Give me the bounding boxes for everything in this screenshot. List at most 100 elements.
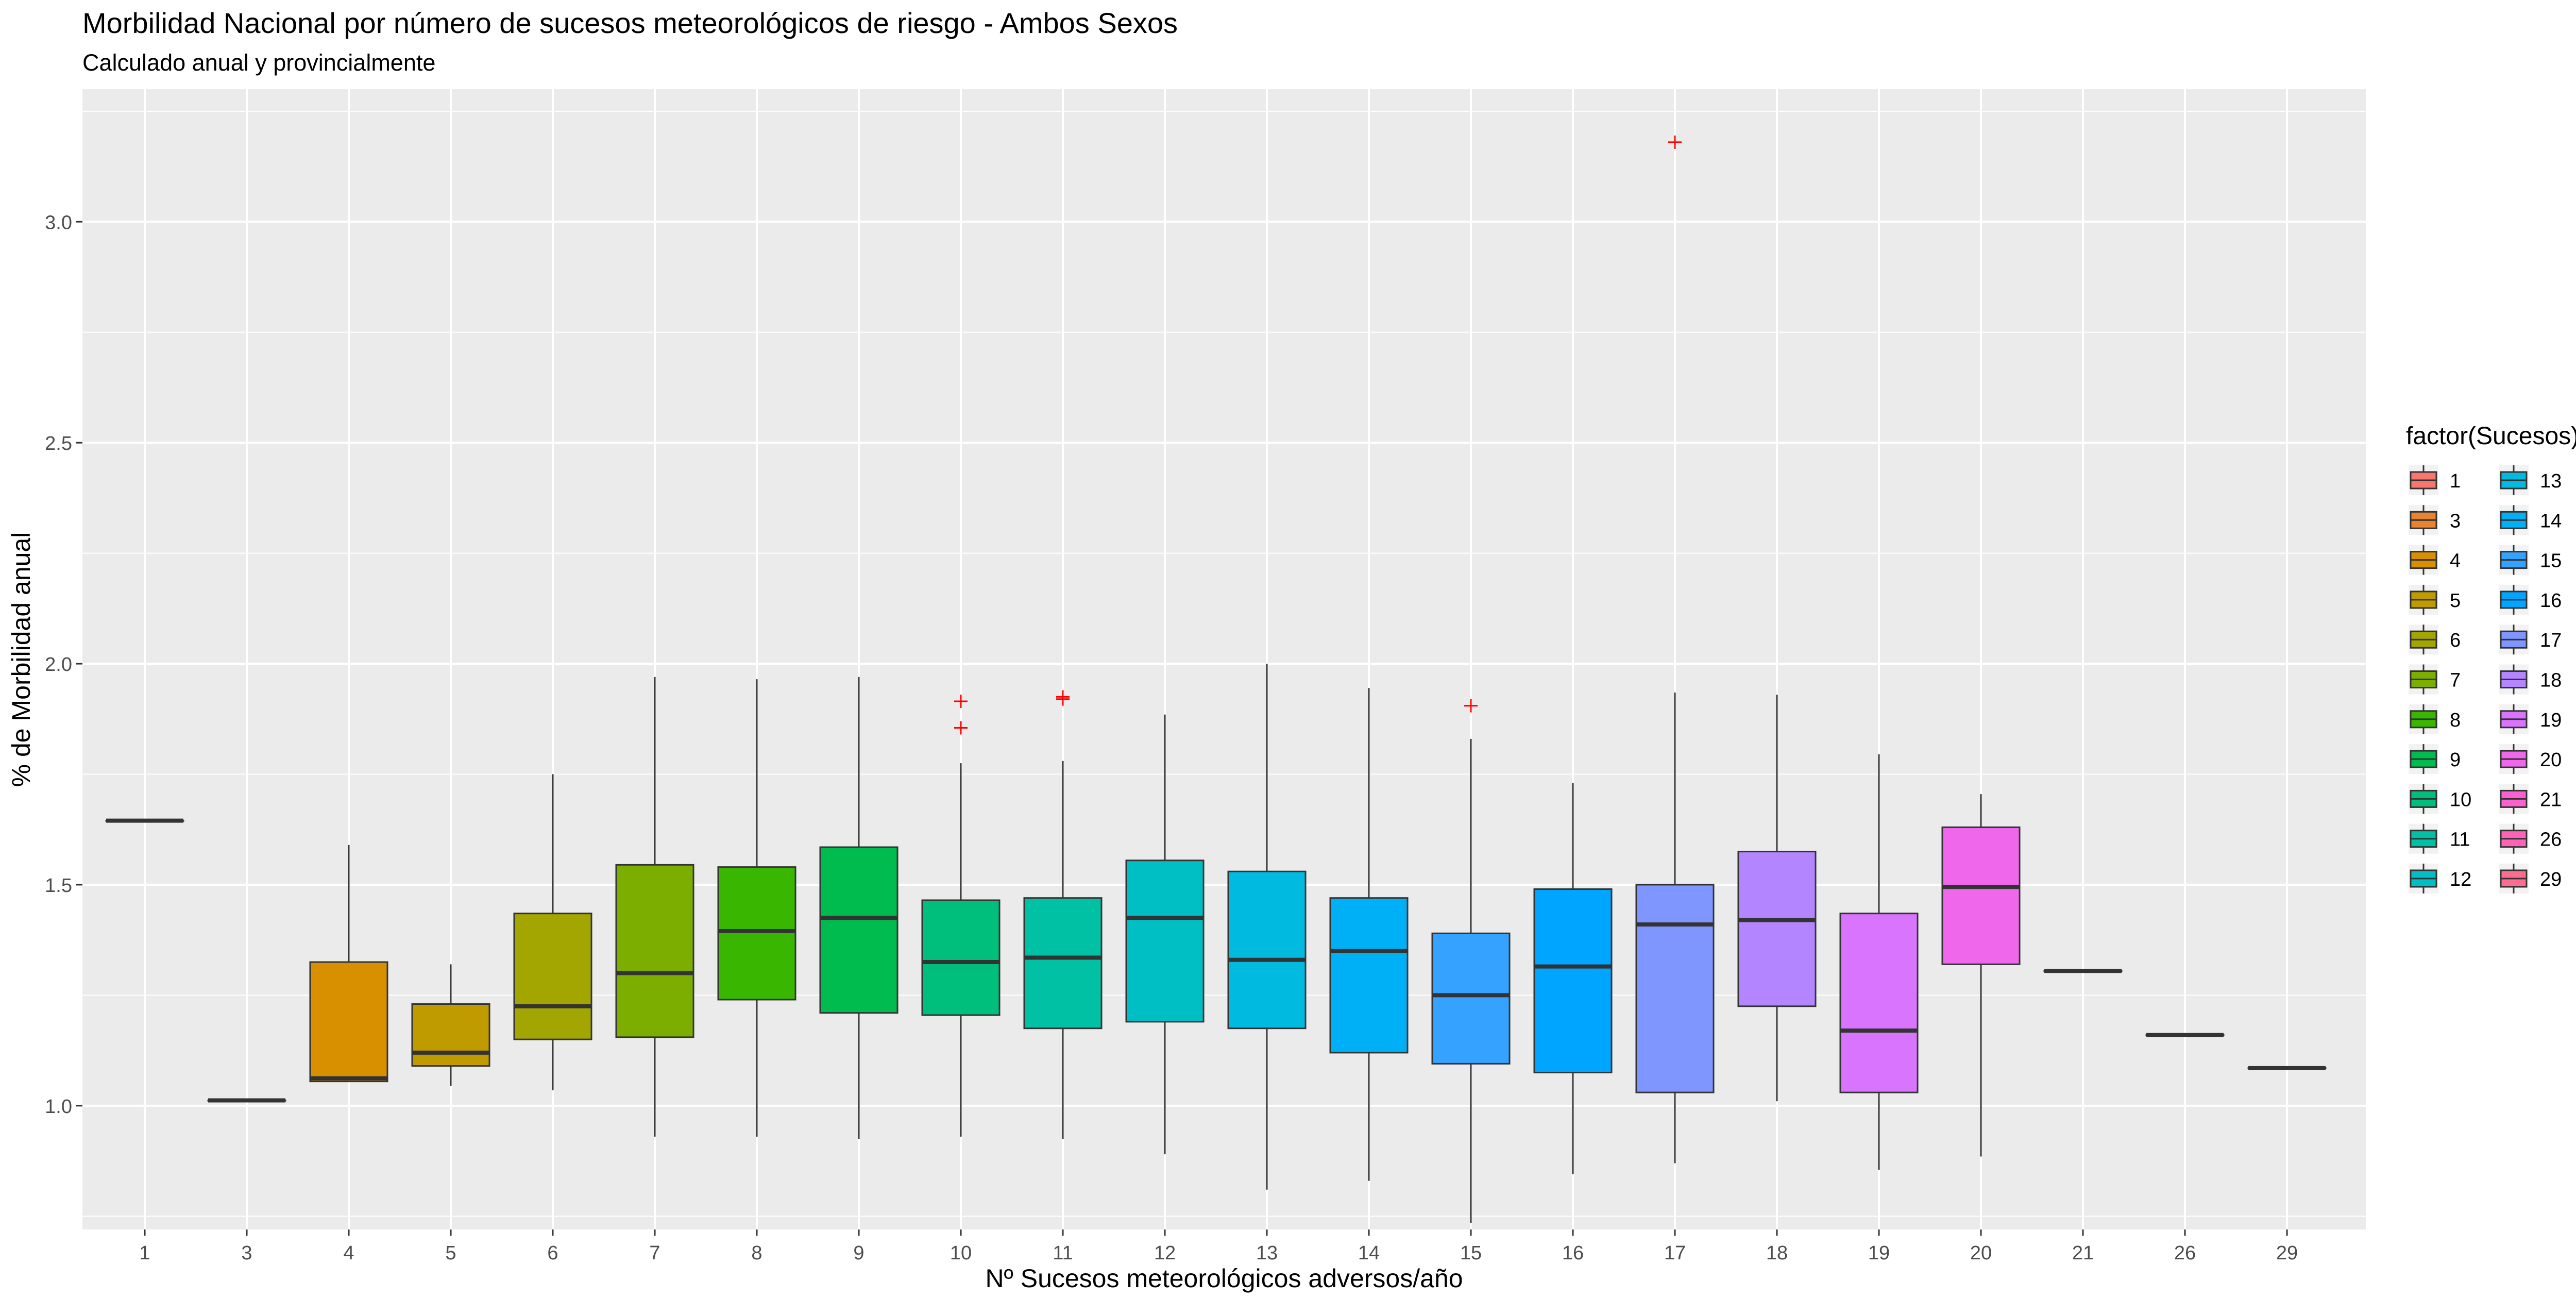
box-19	[1839, 754, 1919, 1170]
box-rect	[1635, 884, 1715, 1093]
box-6	[513, 774, 592, 1090]
box-7	[615, 677, 694, 1137]
legend-label: 10	[2450, 789, 2471, 811]
legend-item-17: 17	[2499, 625, 2562, 655]
box-rect	[1329, 897, 1409, 1054]
box-13	[1227, 664, 1307, 1190]
x-tick-label: 19	[1868, 1242, 1890, 1264]
y-tick-label: 1.5	[45, 875, 72, 897]
box-8	[717, 679, 796, 1137]
legend-label: 19	[2540, 710, 2562, 731]
outlier-point	[1668, 135, 1682, 149]
x-tick-label: 18	[1766, 1242, 1788, 1264]
x-axis-ticks: 1 3 4 5 6 7 8 9 10 11 12 13 14 15 16 17 18 19 20 21 26 29	[139, 1229, 2298, 1264]
box-rect	[1125, 859, 1205, 1023]
box-26	[2145, 1033, 2225, 1037]
box-rect	[1227, 870, 1307, 1030]
outlier-point	[954, 721, 968, 735]
legend-label: 17	[2540, 630, 2562, 651]
x-tick-label: 10	[950, 1242, 972, 1264]
outlier-point	[1464, 699, 1478, 713]
legend-label: 6	[2450, 630, 2461, 651]
box-rect	[1023, 897, 1103, 1030]
legend-item-7: 7	[2409, 664, 2461, 695]
legend-title: factor(Sucesos)	[2406, 423, 2576, 450]
legend-label: 26	[2540, 829, 2562, 851]
box-rect	[1533, 888, 1613, 1073]
box-29	[2247, 1066, 2327, 1070]
legend-label: 12	[2450, 869, 2471, 890]
y-tick-label: 3.0	[45, 212, 72, 233]
legend-item-5: 5	[2409, 584, 2461, 615]
outlier-point	[1056, 692, 1070, 706]
legend-item-12: 12	[2409, 864, 2471, 894]
y-tick-label: 2.0	[45, 654, 72, 676]
box-11	[1023, 690, 1103, 1139]
x-tick-label: 13	[1256, 1242, 1278, 1264]
x-tick-label: 16	[1562, 1242, 1584, 1264]
y-axis-label: % de Morbilidad anual	[7, 532, 36, 787]
box-rect	[615, 864, 694, 1038]
legend-label: 21	[2540, 789, 2562, 811]
legend-item-4: 4	[2409, 545, 2461, 575]
x-tick-label: 12	[1154, 1242, 1176, 1264]
box-16	[1533, 783, 1613, 1174]
x-tick-label: 21	[2072, 1242, 2094, 1264]
legend-label: 1	[2450, 470, 2461, 492]
box-rect	[309, 961, 388, 1083]
legend-item-9: 9	[2409, 744, 2461, 774]
box-17	[1635, 135, 1715, 1164]
box-15	[1431, 699, 1511, 1223]
box-rect	[819, 846, 899, 1014]
legend-label: 9	[2450, 749, 2461, 771]
box-20	[1941, 794, 2021, 1157]
legend-item-11: 11	[2409, 823, 2470, 854]
legend-item-18: 18	[2499, 664, 2562, 695]
legend-label: 16	[2540, 590, 2562, 612]
x-tick-label: 17	[1664, 1242, 1686, 1264]
box-rect	[411, 1003, 490, 1067]
legend-label: 7	[2450, 670, 2461, 692]
box-rect	[1431, 932, 1511, 1065]
box-4	[309, 845, 388, 1083]
chart-subtitle: Calculado anual y provincialmente	[82, 49, 435, 76]
legend-item-8: 8	[2409, 704, 2461, 734]
x-tick-label: 9	[853, 1242, 864, 1264]
legend-label: 20	[2540, 749, 2562, 771]
legend-item-29: 29	[2499, 864, 2562, 894]
legend-item-3: 3	[2409, 505, 2461, 535]
x-tick-label: 5	[445, 1242, 456, 1264]
box-12	[1125, 714, 1205, 1155]
legend-label: 13	[2540, 470, 2562, 492]
legend-item-20: 20	[2499, 744, 2562, 774]
legend-item-10: 10	[2409, 784, 2471, 814]
box-5	[411, 964, 490, 1086]
box-18	[1737, 695, 1817, 1102]
legend-label: 11	[2450, 829, 2470, 851]
legend-item-13: 13	[2499, 465, 2562, 495]
x-tick-label: 1	[139, 1242, 150, 1264]
x-tick-label: 11	[1053, 1242, 1073, 1264]
x-tick-label: 15	[1460, 1242, 1482, 1264]
legend-item-6: 6	[2409, 625, 2461, 655]
x-tick-label: 8	[751, 1242, 762, 1264]
y-axis-ticks: 1.0 1.5 2.0 2.5 3.0	[45, 212, 82, 1118]
x-tick-label: 26	[2174, 1242, 2196, 1264]
legend-item-21: 21	[2499, 784, 2562, 814]
legend-label: 4	[2450, 550, 2461, 572]
legend-item-1: 1	[2409, 465, 2461, 495]
outlier-point	[954, 694, 968, 708]
box-14	[1329, 688, 1409, 1181]
legend-item-26: 26	[2499, 823, 2562, 854]
x-tick-label: 6	[547, 1242, 558, 1264]
legend-label: 15	[2540, 550, 2562, 572]
legend-item-19: 19	[2499, 704, 2562, 734]
box-10	[921, 694, 1001, 1137]
minor-gridlines	[82, 110, 2366, 1217]
legend-item-15: 15	[2499, 545, 2562, 575]
y-tick-label: 1.0	[45, 1096, 72, 1118]
box-rect	[1737, 851, 1817, 1007]
legend-label: 5	[2450, 590, 2461, 612]
